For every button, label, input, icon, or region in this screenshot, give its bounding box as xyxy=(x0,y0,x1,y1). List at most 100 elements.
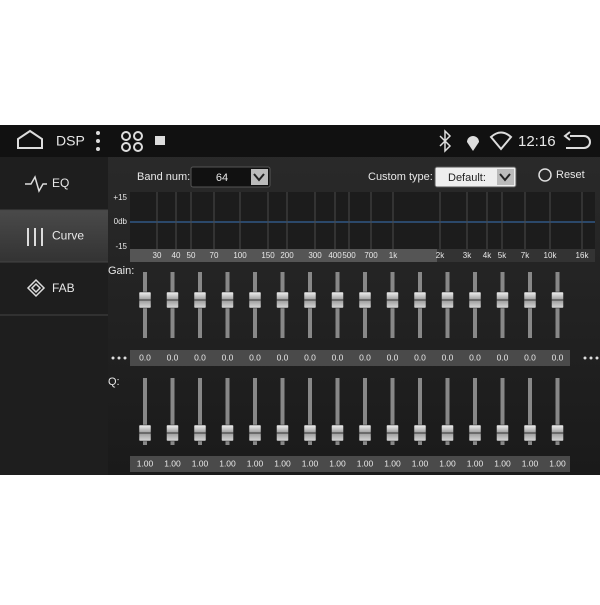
graph-x-label: 700 xyxy=(364,251,378,260)
slider-track xyxy=(198,378,202,445)
sidebar-selected xyxy=(0,210,108,262)
graph-x-label: 16k xyxy=(576,251,590,260)
status-bar xyxy=(0,125,600,157)
apps-icon[interactable] xyxy=(121,131,143,152)
gain-value: 0.0 xyxy=(194,352,206,362)
graph-y-label: -15 xyxy=(115,242,127,251)
q-value: 1.00 xyxy=(522,458,539,468)
gain-value: 0.0 xyxy=(442,352,454,362)
sidebar xyxy=(0,157,108,475)
graph-x-label: 40 xyxy=(172,251,181,260)
q-value: 1.00 xyxy=(247,458,264,468)
gain-value: 0.0 xyxy=(139,352,151,362)
graph-x-label: 50 xyxy=(187,251,196,260)
gain-value: 0.0 xyxy=(387,352,399,362)
graph-x-label: 400 xyxy=(328,251,342,260)
gain-value: 0.0 xyxy=(167,352,179,362)
gain-value: 0.0 xyxy=(497,352,509,362)
graph-x-label: 500 xyxy=(342,251,356,260)
slider-track xyxy=(390,378,395,445)
fab-icon xyxy=(26,278,46,298)
q-value: 1.00 xyxy=(467,458,484,468)
chevron xyxy=(253,173,265,182)
slider-track xyxy=(363,378,367,445)
gain-value: 0.0 xyxy=(222,352,234,362)
graph-x-label: 300 xyxy=(308,251,322,260)
curve-icon xyxy=(27,228,43,246)
band-num-value: 64 xyxy=(216,172,228,184)
graph-x-label: 1k xyxy=(389,251,398,260)
slider-track xyxy=(473,378,477,445)
gain-value-row xyxy=(130,350,570,366)
sidebar-item[interactable]: EQ xyxy=(52,176,69,190)
q-value: 1.00 xyxy=(412,458,429,468)
chevron xyxy=(499,173,511,182)
dropdown-arrow[interactable] xyxy=(251,169,268,185)
gain-value: 0.0 xyxy=(332,352,344,362)
q-value: 1.00 xyxy=(274,458,291,468)
graph-x-label: 10k xyxy=(544,251,558,260)
curve-graph xyxy=(130,192,595,249)
custom-type-value: Default: xyxy=(448,172,486,184)
gain-value: 0.0 xyxy=(414,352,426,362)
freq-strip xyxy=(130,249,437,262)
graph-x-label: 7k xyxy=(521,251,530,260)
q-value: 1.00 xyxy=(164,458,181,468)
custom-type-dropdown[interactable] xyxy=(434,166,517,188)
graph-y-label: 0db xyxy=(114,217,128,226)
slider-track xyxy=(170,378,175,445)
q-value: 1.00 xyxy=(219,458,236,468)
wifi-icon xyxy=(489,131,513,151)
graph-x-label: 3k xyxy=(463,251,472,260)
q-value: 1.00 xyxy=(329,458,346,468)
sidebar-item[interactable]: FAB xyxy=(52,281,75,295)
q-value: 1.00 xyxy=(439,458,456,468)
graph-x-label: 4k xyxy=(483,251,492,260)
back-button[interactable] xyxy=(563,131,591,149)
home-button[interactable] xyxy=(17,129,43,149)
slider-track xyxy=(225,378,230,445)
bluetooth-icon xyxy=(439,129,452,153)
slider-track xyxy=(445,378,450,445)
slider-track xyxy=(500,378,505,445)
gain-value: 0.0 xyxy=(552,352,564,362)
gain-label: Gain: xyxy=(108,265,134,277)
band-num-dropdown[interactable] xyxy=(190,166,271,188)
eq-icon xyxy=(25,175,47,193)
q-value-row xyxy=(130,456,570,472)
location-icon xyxy=(467,136,479,151)
gain-value: 0.0 xyxy=(469,352,481,362)
clock: 12:16 xyxy=(518,133,556,150)
graph-x-label: 5k xyxy=(498,251,507,260)
graph-x-label: 150 xyxy=(261,251,275,260)
graph-y-label: +15 xyxy=(113,193,127,202)
slider-track xyxy=(143,378,147,445)
dropdown-arrow[interactable] xyxy=(497,169,514,185)
freq-strip xyxy=(437,249,595,262)
reset-label[interactable]: Reset xyxy=(556,169,585,181)
reset-radio[interactable] xyxy=(538,168,552,182)
q-label: Q: xyxy=(108,376,120,388)
graph-x-label: 30 xyxy=(153,251,162,260)
scroll-right[interactable] xyxy=(583,356,599,360)
gain-value: 0.0 xyxy=(524,352,536,362)
app-title: DSP xyxy=(56,133,85,149)
q-value: 1.00 xyxy=(192,458,209,468)
scroll-left[interactable] xyxy=(111,356,127,360)
custom-type-label: Custom type: xyxy=(368,171,433,183)
slider-track xyxy=(335,378,340,445)
slider-track xyxy=(555,378,560,445)
graph-x-label: 200 xyxy=(280,251,294,260)
band-num-label: Band num: xyxy=(137,171,190,183)
image-icon xyxy=(155,136,165,145)
q-value: 1.00 xyxy=(137,458,154,468)
menu-button[interactable] xyxy=(96,131,100,151)
sidebar-item[interactable]: Curve xyxy=(52,229,84,243)
q-value: 1.00 xyxy=(302,458,319,468)
gain-value: 0.0 xyxy=(249,352,261,362)
gain-value: 0.0 xyxy=(304,352,316,362)
q-value: 1.00 xyxy=(384,458,401,468)
graph-x-label: 100 xyxy=(233,251,247,260)
